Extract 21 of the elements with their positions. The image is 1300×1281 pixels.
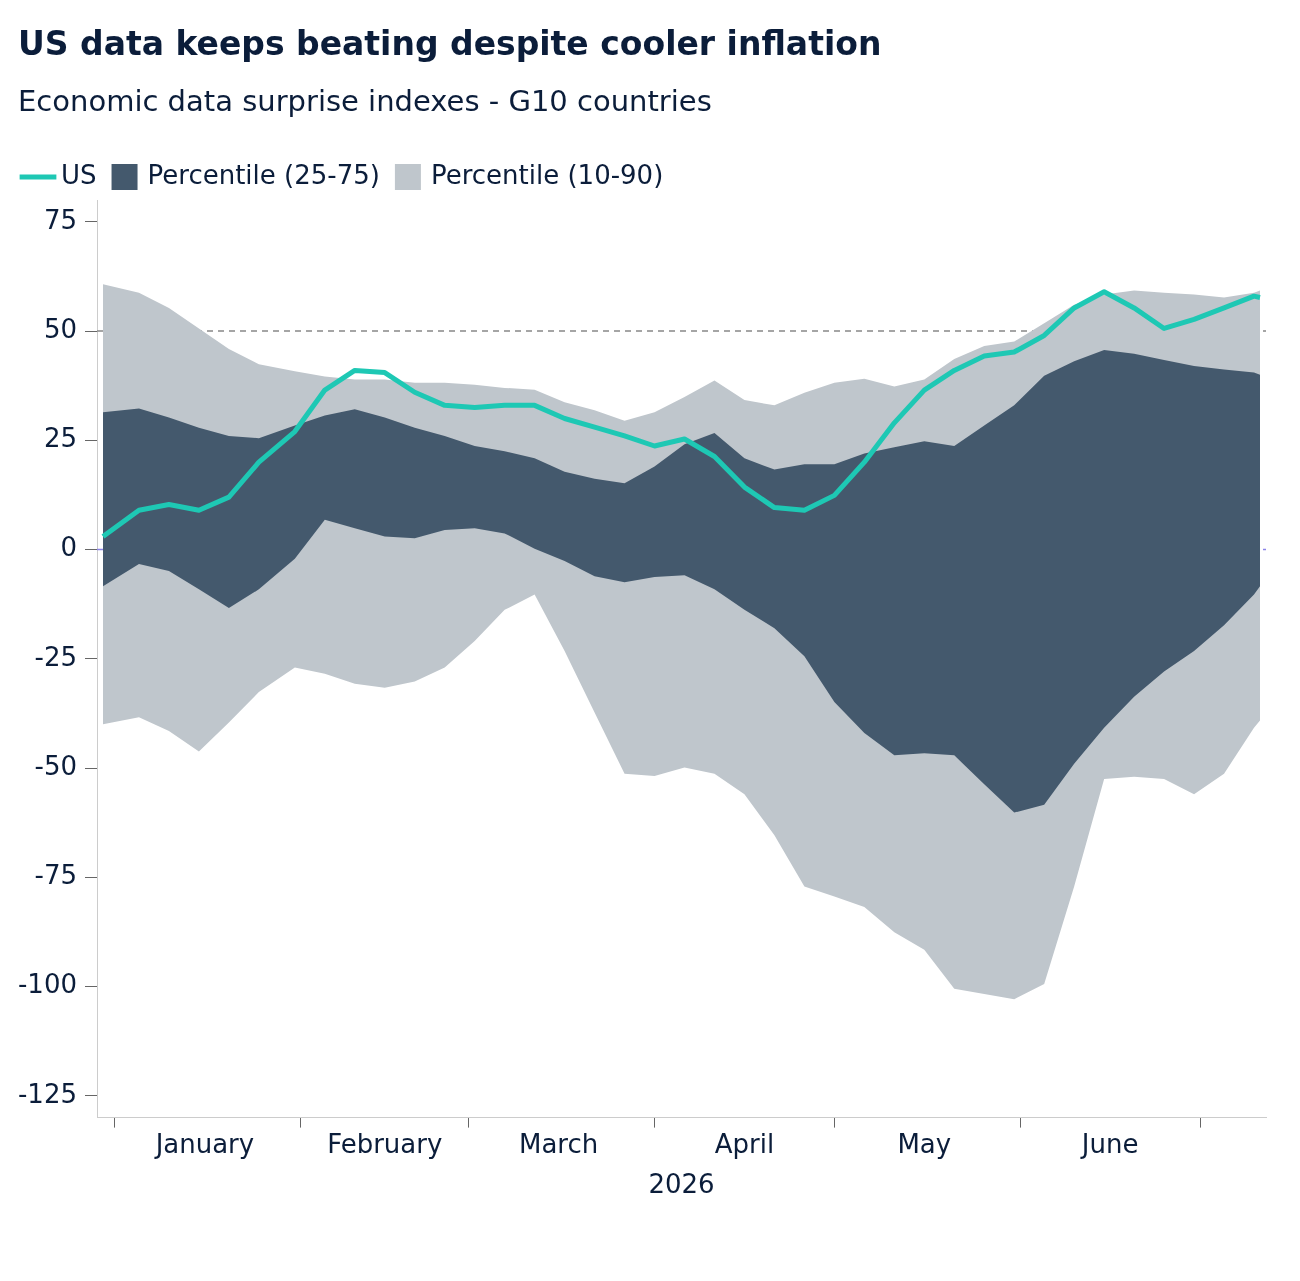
y-tick-label: 50 (43, 313, 78, 344)
x-tick-label: April (714, 1128, 775, 1159)
x-tick-label: May (897, 1128, 952, 1159)
y-tick-label: 75 (43, 204, 78, 235)
x-tick-label: January (153, 1128, 255, 1159)
y-tick-label: -25 (34, 641, 78, 672)
legend-label: Percentile (25-75) (147, 159, 380, 190)
y-tick-label: -50 (34, 750, 78, 781)
x-tick-label: February (327, 1128, 443, 1159)
y-tick-label: 25 (43, 423, 78, 454)
legend-label: Percentile (10-90) (430, 159, 664, 190)
x-tick-label: June (1079, 1128, 1139, 1159)
x-axis-title: 2026 (648, 1169, 715, 1200)
y-tick-label: -75 (34, 860, 78, 891)
y-tick-label: -100 (17, 969, 78, 1000)
x-tick-label: March (518, 1128, 599, 1159)
y-tick-label: -125 (17, 1078, 78, 1109)
chart-subtitle: Economic data surprise indexes - G10 countries (18, 84, 712, 118)
chart-title: US data keeps beating despite cooler inflation (18, 24, 882, 63)
y-tick-label: 0 (60, 532, 78, 563)
legend-label: US (61, 159, 97, 190)
